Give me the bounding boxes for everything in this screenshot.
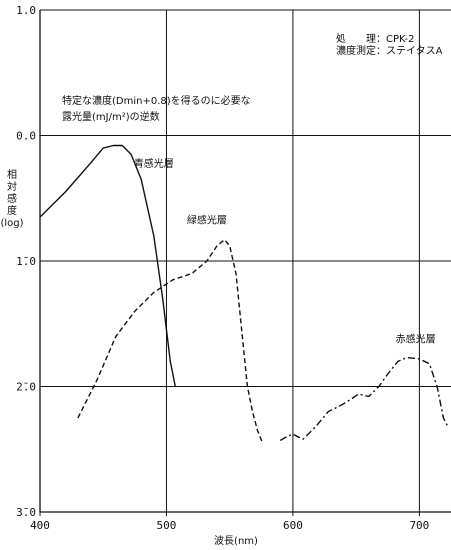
info-line: 処 理：CPK-2 xyxy=(336,32,415,45)
info-line: 濃度測定：ステイタスA xyxy=(336,44,443,57)
y-tick-label: 1̄.0 xyxy=(16,255,36,268)
annotation-line: 露光量(mJ/m²)の逆数 xyxy=(62,110,160,123)
y-axis-label-part: (log) xyxy=(0,218,23,229)
y-tick-label: 0.0 xyxy=(16,130,36,143)
y-axis-label-part: 対 xyxy=(7,180,17,193)
y-tick-label: 1.0 xyxy=(16,4,36,17)
series-label: 赤感光層 xyxy=(396,333,436,346)
x-tick-label: 400 xyxy=(30,519,50,532)
x-axis-label: 波長(nm) xyxy=(214,534,258,547)
series-label: 緑感光層 xyxy=(187,213,227,226)
y-axis-label-part: 感 xyxy=(7,192,17,205)
x-tick-label: 700 xyxy=(409,519,429,532)
series-label: 青感光層 xyxy=(134,157,174,170)
y-axis-label-part: 相 xyxy=(7,168,17,181)
annotation-line: 特定な濃度(Dmin+0.8)を得るのに必要な xyxy=(62,94,251,107)
x-tick-label: 600 xyxy=(283,519,303,532)
x-tick-label: 500 xyxy=(157,519,177,532)
y-tick-label: 3̄.0 xyxy=(16,506,36,519)
y-axis-label-part: 度 xyxy=(7,204,17,217)
y-tick-label: 2̄.0 xyxy=(16,381,36,394)
